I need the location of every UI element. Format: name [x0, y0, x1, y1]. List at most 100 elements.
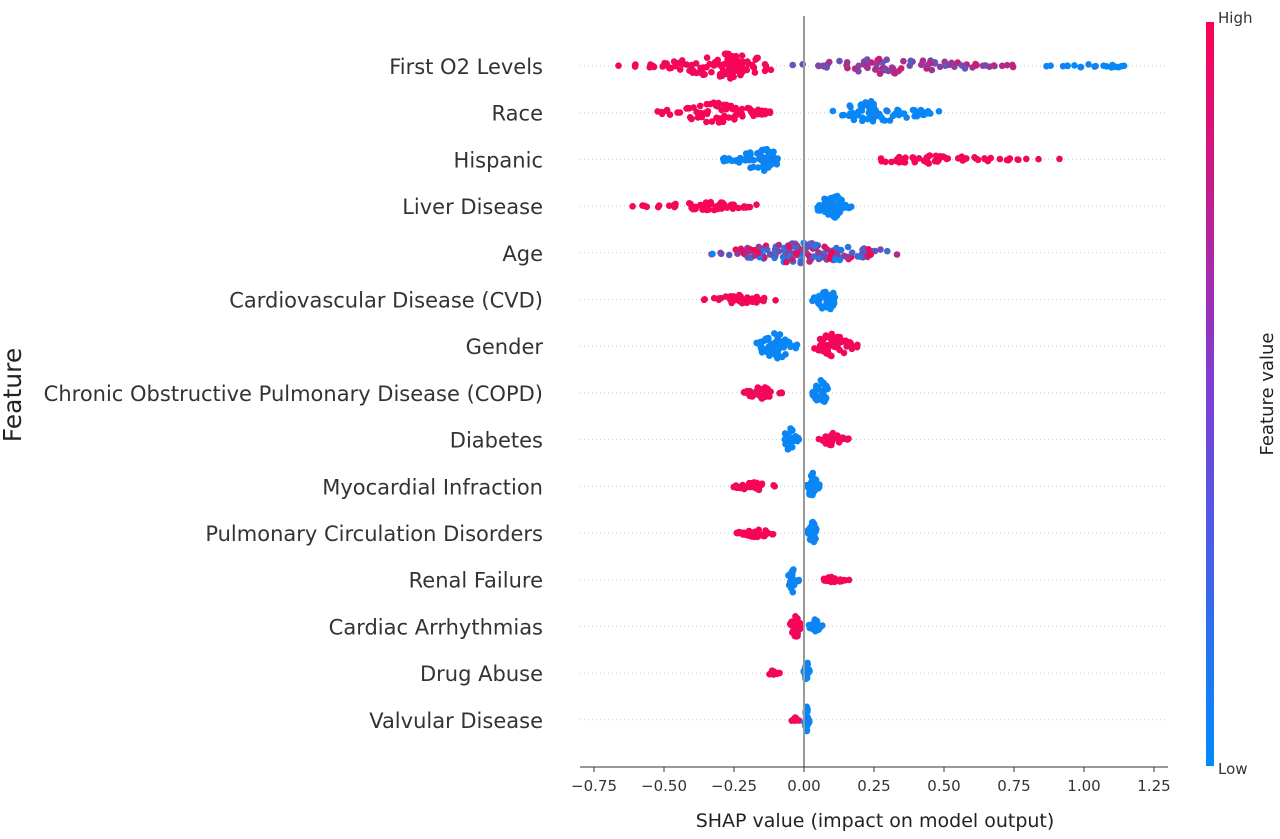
shap-point: [806, 489, 813, 497]
y-axis-title: Feature: [0, 348, 27, 442]
shap-point: [877, 246, 884, 253]
shap-point: [758, 480, 766, 488]
x-tick-label: 0.25: [857, 777, 890, 795]
x-axis: −0.75 −0.50 −0.25 0.00 0.25 0.50 0.75 1.00 1.25: [571, 766, 1171, 795]
shap-point: [750, 64, 758, 71]
shap-point: [876, 70, 884, 77]
shap-point: [754, 164, 762, 171]
shap-point: [833, 244, 840, 252]
shap-point: [725, 251, 733, 259]
shap-point: [895, 159, 903, 166]
shap-point: [791, 342, 798, 350]
shap-point: [848, 203, 855, 210]
shap-point: [701, 71, 708, 78]
shap-point: [811, 487, 818, 495]
shap-point: [826, 58, 833, 66]
shap-point: [1085, 61, 1092, 68]
shap-point: [783, 250, 790, 257]
shap-point: [747, 151, 754, 159]
shap-point: [761, 254, 768, 261]
shap-point: [942, 62, 949, 69]
shap-point: [823, 246, 831, 253]
shap-point: [719, 118, 727, 126]
shap-point: [744, 254, 752, 261]
shap-point: [689, 66, 697, 74]
feature-label: Hispanic: [454, 148, 543, 172]
shap-point: [886, 117, 894, 124]
x-tick-label: 0.75: [997, 777, 1030, 795]
shap-point: [815, 384, 822, 392]
shap-point: [703, 118, 710, 126]
shap-point: [822, 207, 829, 214]
shap-point: [971, 154, 978, 161]
shap-point: [838, 201, 846, 208]
shap-point: [766, 251, 774, 258]
x-tick-label: 0.50: [927, 777, 960, 795]
shap-point: [763, 145, 771, 153]
shap-point: [760, 163, 767, 170]
shap-point: [755, 243, 763, 251]
shap-point: [746, 156, 753, 164]
shap-point: [725, 114, 733, 121]
feature-label: Pulmonary Circulation Disorders: [205, 522, 543, 546]
shap-point: [917, 106, 925, 114]
shap-point: [809, 391, 817, 398]
shap-point: [753, 201, 760, 208]
colorbar: High Low Feature value: [1206, 9, 1278, 778]
shap-point: [810, 253, 818, 260]
shap-point: [870, 104, 878, 111]
shap-point: [703, 63, 710, 71]
row-guides: [580, 65, 1168, 721]
shap-point: [1100, 62, 1107, 69]
shap-point: [1056, 155, 1063, 163]
shap-point: [819, 380, 826, 387]
shap-point: [789, 61, 796, 69]
shap-point: [1014, 156, 1021, 163]
shap-point: [719, 199, 726, 207]
x-tick-label: −0.25: [711, 777, 757, 795]
shap-point: [694, 114, 702, 121]
shap-point: [753, 479, 761, 487]
shap-point: [1108, 64, 1115, 71]
shap-point: [819, 338, 826, 346]
shap-point: [792, 244, 800, 251]
shap-point: [778, 389, 786, 397]
feature-label: Race: [492, 102, 543, 126]
shap-point: [897, 65, 905, 72]
shap-point: [998, 62, 1006, 70]
shap-point: [822, 288, 829, 296]
shap-point: [749, 393, 756, 400]
shap-point: [832, 434, 840, 442]
shap-point: [797, 259, 804, 267]
shap-point: [865, 246, 872, 253]
shap-point: [857, 253, 864, 260]
shap-point: [935, 108, 943, 115]
shap-point: [799, 61, 806, 68]
shap-point: [683, 105, 690, 112]
shap-point: [718, 63, 725, 70]
shap-point: [708, 118, 716, 125]
shap-point: [720, 101, 728, 109]
shap-point: [936, 63, 944, 71]
shap-point: [924, 110, 932, 117]
shap-point: [833, 335, 840, 342]
shap-point: [755, 486, 763, 494]
colorbar-high-label: High: [1218, 9, 1252, 27]
feature-label: Chronic Obstructive Pulmonary Disease (C…: [44, 382, 543, 406]
shap-point: [810, 534, 818, 541]
shap-point: [979, 62, 987, 69]
shap-point: [808, 522, 816, 530]
shap-point: [788, 583, 795, 590]
shap-point: [744, 248, 751, 255]
shap-point: [1003, 61, 1011, 69]
shap-point: [815, 346, 822, 354]
shap-point: [679, 60, 687, 68]
shap-point: [757, 342, 765, 350]
shap-point: [772, 297, 779, 304]
shap-point: [761, 390, 768, 397]
shap-point: [864, 102, 871, 109]
shap-point: [655, 202, 663, 209]
shap-point: [793, 250, 800, 257]
shap-point: [804, 242, 811, 250]
shap-point: [768, 148, 776, 156]
